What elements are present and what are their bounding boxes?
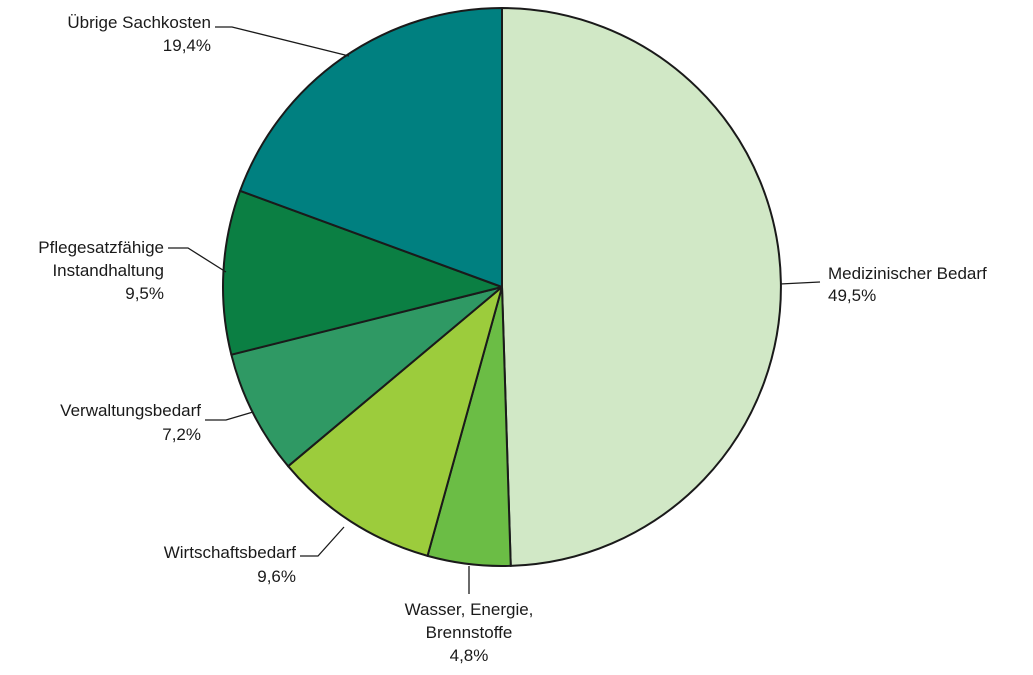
pie-slices: [221, 7, 782, 567]
slice-label: Verwaltungsbedarf 7,2%: [60, 401, 201, 444]
leader-line: [300, 526, 345, 557]
slice-value-label: 9,5%: [125, 284, 164, 303]
slice-label: Medizinischer Bedarf 49,5%: [828, 264, 987, 305]
slice-label-text: Verwaltungsbedarf: [60, 401, 201, 420]
leader-line: [168, 247, 227, 273]
leader-line: [215, 26, 350, 57]
slice-value-label: 19,4%: [163, 36, 211, 55]
slice-label-text: Wirtschaftsbedarf: [164, 543, 297, 562]
slice-label: Wirtschaftsbedarf 9,6%: [164, 543, 297, 586]
pie-slice: [287, 286, 503, 557]
slice-label-text: Wasser, Energie,: [405, 600, 534, 619]
leader-line: [779, 281, 821, 285]
slice-value-label: 4,8%: [450, 646, 489, 665]
leader-lines: [168, 26, 821, 594]
slice-value-label: 49,5%: [828, 286, 876, 305]
pie-slice: [239, 7, 503, 288]
pie-slice: [501, 7, 782, 567]
leader-line: [205, 411, 254, 421]
slice-label: Pflegesatzfähige Instandhaltung 9,5%: [38, 238, 164, 303]
slice-labels: Medizinischer Bedarf 49,5% Wasser, Energie…: [38, 13, 987, 665]
slice-label: Übrige Sachkosten 19,4%: [67, 13, 211, 55]
slice-label-text: Übrige Sachkosten: [67, 13, 211, 32]
slice-value-label: 9,6%: [257, 567, 296, 586]
slice-label: Wasser, Energie, Brennstoffe 4,8%: [405, 600, 534, 665]
pie-slice: [221, 189, 503, 356]
slice-value-label: 7,2%: [162, 425, 201, 444]
pie-slice: [230, 286, 503, 468]
slice-label-text: Pflegesatzfähige: [38, 238, 164, 257]
slice-label-text: Brennstoffe: [426, 623, 513, 642]
slice-label-text: Medizinischer Bedarf: [828, 264, 987, 283]
slice-label-text: Instandhaltung: [52, 261, 164, 280]
